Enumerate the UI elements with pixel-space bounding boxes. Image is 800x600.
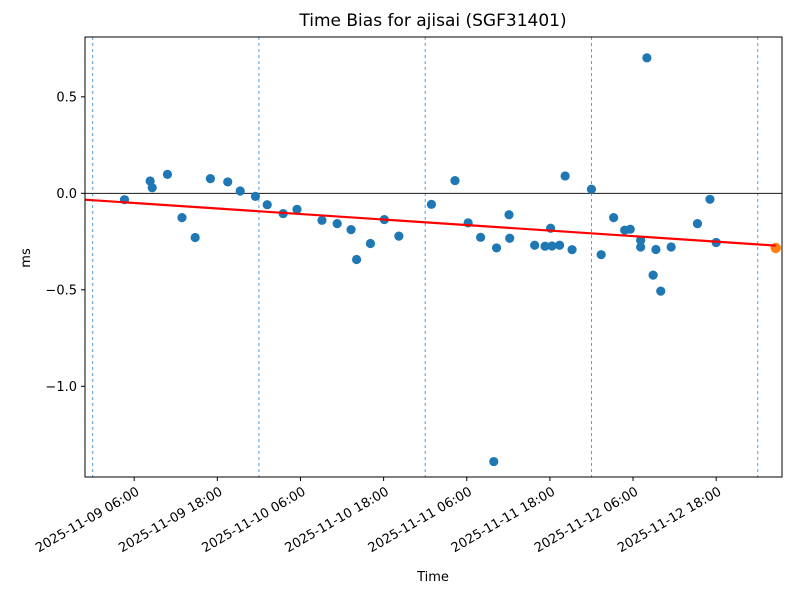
time-bias-points-marker [692,219,703,229]
time-bias-points-marker [596,250,606,260]
time-bias-points-marker [250,191,261,202]
time-bias-points-marker [540,241,550,251]
time-bias-points-marker [426,199,437,209]
time-bias-points-marker [586,184,597,194]
time-bias-points-marker [666,242,676,252]
time-bias-points-marker [317,215,327,225]
y-tick-label: −0.5 [45,283,77,298]
time-bias-points-marker [365,238,376,249]
time-bias-points-marker [504,210,514,220]
plot-border [84,36,783,478]
time-bias-points-marker [560,171,570,181]
time-bias-points-marker [554,240,565,250]
time-bias-points-marker [636,235,646,245]
time-bias-points-marker [491,243,502,253]
time-bias-points-marker [651,244,661,255]
time-bias-points-marker [530,240,540,250]
time-bias-points-marker [609,213,619,223]
y-axis-label: ms [19,248,34,268]
time-bias-points-marker [450,175,460,186]
time-bias-points-marker [177,213,187,223]
time-bias-points-marker [625,224,635,234]
time-bias-points-marker [567,245,577,255]
time-bias-points-marker [656,286,666,296]
time-bias-points-marker [642,53,652,63]
time-bias-points-marker [332,219,342,229]
time-bias-points-marker [394,231,404,241]
time-bias-points-marker [547,241,557,251]
time-bias-points-marker [476,232,486,242]
time-bias-points-marker [235,186,245,196]
time-bias-points-marker [489,456,499,467]
time-bias-points-marker [292,204,302,214]
time-bias-points-marker [205,174,216,184]
time-bias-points-marker [505,233,515,243]
time-bias-points-marker [705,194,715,204]
time-bias-points-marker [162,169,173,180]
chart-title: Time Bias for ajisai (SGF31401) [298,11,566,31]
time-bias-points-marker [147,183,157,193]
trend-line [84,198,776,247]
y-tick-label: −1.0 [45,380,77,395]
time-bias-points-marker [190,232,200,243]
y-tick-label: 0.0 [56,187,77,202]
x-axis-label: Time [416,570,449,585]
time-bias-points-marker [636,242,646,252]
time-bias-points-marker [223,177,233,187]
time-bias-points-marker [351,254,362,265]
time-bias-points-marker [262,200,272,210]
time-bias-points-marker [648,270,658,280]
y-tick-label: 0.5 [56,90,77,105]
time-bias-points-marker [346,224,356,235]
